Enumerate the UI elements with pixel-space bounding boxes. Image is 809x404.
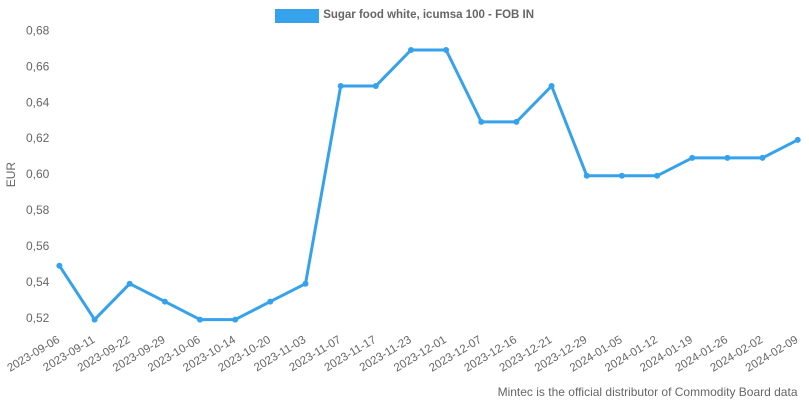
svg-text:0,66: 0,66 <box>26 59 50 73</box>
svg-text:0,52: 0,52 <box>26 311 50 325</box>
svg-text:0,58: 0,58 <box>26 203 50 217</box>
svg-text:0,60: 0,60 <box>26 167 50 181</box>
svg-text:0,54: 0,54 <box>26 275 50 289</box>
svg-text:0,62: 0,62 <box>26 131 50 145</box>
svg-text:0,56: 0,56 <box>26 239 50 253</box>
svg-text:EUR: EUR <box>4 162 18 188</box>
svg-text:0,68: 0,68 <box>26 23 50 37</box>
svg-text:Mintec is the official distrib: Mintec is the official distributor of Co… <box>498 385 798 399</box>
svg-text:Sugar food white, icumsa 100 -: Sugar food white, icumsa 100 - FOB IN <box>323 9 534 21</box>
svg-text:0,64: 0,64 <box>26 95 50 109</box>
